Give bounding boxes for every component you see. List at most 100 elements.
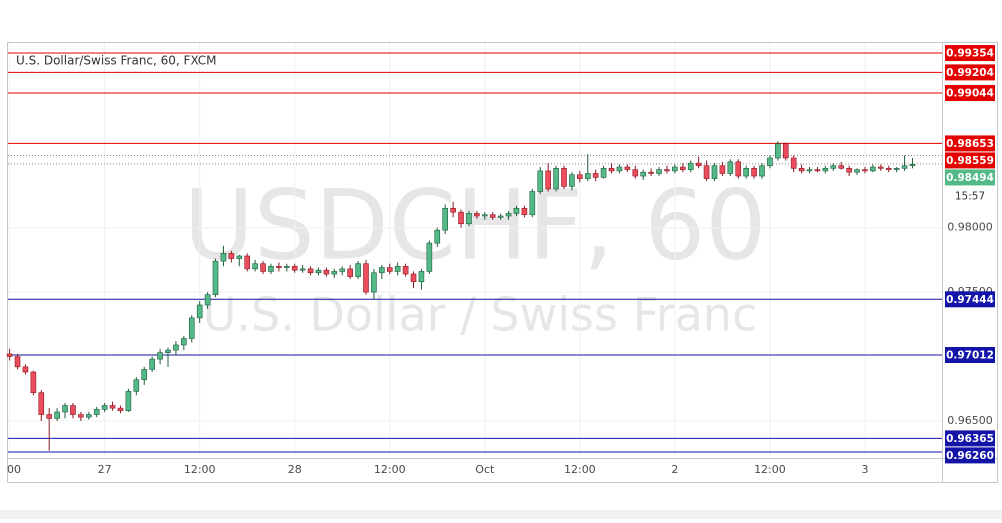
candle-body xyxy=(14,356,21,368)
y-tick-label: 0.98000 xyxy=(947,221,993,234)
price-label-box xyxy=(945,45,995,62)
x-tick-label: 12:00 xyxy=(564,463,596,476)
candle-body xyxy=(86,414,92,418)
candle-body xyxy=(901,165,908,169)
candle-body xyxy=(173,344,179,351)
candle-body xyxy=(687,162,694,170)
candle-body xyxy=(743,168,749,177)
candle-body xyxy=(640,171,647,177)
candle-body xyxy=(181,338,187,346)
candle-body xyxy=(584,173,591,179)
candle-body xyxy=(592,173,599,178)
x-tick-label: 3 xyxy=(861,463,868,476)
price-label: 0.97444 xyxy=(946,294,994,306)
price-axis: 0.980000.975000.965000.993540.992040.990… xyxy=(945,45,995,464)
candle-body xyxy=(204,294,211,306)
candle-body xyxy=(600,168,607,178)
candle-body xyxy=(347,268,353,277)
candle-body xyxy=(283,265,290,268)
candle-body xyxy=(62,405,68,413)
candle-body xyxy=(814,169,821,172)
candle-body xyxy=(38,392,45,415)
candle-body xyxy=(664,169,670,172)
candle-body xyxy=(711,165,718,179)
candle-body xyxy=(212,260,219,295)
price-label-box xyxy=(945,64,995,81)
candle-body xyxy=(93,409,100,415)
candle-body xyxy=(426,242,433,272)
x-tick-label: 28 xyxy=(288,463,302,476)
candle-body xyxy=(561,168,567,187)
candle-body xyxy=(466,213,472,225)
candle-body xyxy=(236,255,243,259)
price-label-box xyxy=(945,152,995,169)
candle-body xyxy=(497,215,504,218)
price-label-box xyxy=(945,346,995,363)
candle-body xyxy=(790,157,797,169)
candle-body xyxy=(513,207,520,214)
price-label: 0.97012 xyxy=(946,349,994,361)
candle-body xyxy=(695,162,702,167)
candle-body xyxy=(117,407,124,411)
chart-title: U.S. Dollar/Swiss Franc, 60, FXCM xyxy=(16,54,217,68)
candle-body xyxy=(727,161,734,174)
candle-body xyxy=(371,272,377,293)
candle-body xyxy=(402,265,409,275)
price-label-box xyxy=(945,291,995,308)
candle-body xyxy=(529,191,536,216)
candle-body xyxy=(545,170,551,190)
price-label-box xyxy=(945,430,995,447)
candle-body xyxy=(299,268,306,271)
watermark-symbol: USDCHF, 60 xyxy=(184,169,767,281)
candle-body xyxy=(228,253,235,259)
countdown-label: 15:57 xyxy=(955,190,985,202)
candle-body xyxy=(379,267,385,274)
candle-body xyxy=(78,414,84,418)
x-tick-label: 00 xyxy=(7,463,21,476)
candle-body xyxy=(846,168,852,173)
candle-body xyxy=(331,271,338,275)
candle-body xyxy=(830,165,837,169)
candle-body xyxy=(854,169,860,173)
candle-body xyxy=(157,352,163,360)
y-tick-label: 0.96500 xyxy=(947,414,993,427)
candle-body xyxy=(22,366,29,373)
candle-body xyxy=(870,166,876,172)
plot-area xyxy=(6,43,942,458)
price-label: 0.98653 xyxy=(946,138,994,150)
candle-body xyxy=(616,166,623,172)
candle-body xyxy=(474,213,480,217)
candle-body xyxy=(632,169,639,177)
candle-body xyxy=(909,164,916,167)
frame xyxy=(7,42,998,483)
price-label: 0.99354 xyxy=(946,48,994,60)
candle-body xyxy=(735,161,742,177)
candle-body xyxy=(434,229,441,244)
candle-body xyxy=(410,273,417,283)
candle-body xyxy=(252,263,258,270)
candle-body xyxy=(323,269,330,275)
candle-body xyxy=(798,168,805,172)
candle-body xyxy=(481,214,488,217)
candle-body xyxy=(521,207,528,216)
candle-body xyxy=(165,349,171,353)
x-tick-label: 12:00 xyxy=(374,463,406,476)
candle-body xyxy=(672,166,678,172)
price-label-box xyxy=(945,85,995,102)
price-label: 0.96365 xyxy=(946,433,994,445)
candle-body xyxy=(767,157,773,167)
watermark: USDCHF, 60 U.S. Dollar / Swiss Franc xyxy=(184,169,767,341)
candle-body xyxy=(363,263,369,293)
candle-body xyxy=(30,371,37,393)
candle-body xyxy=(877,166,884,169)
candle-body xyxy=(679,166,686,170)
candle-body xyxy=(751,168,757,177)
candle-body xyxy=(648,171,654,174)
candle-body xyxy=(418,271,425,283)
candle-body xyxy=(577,174,583,179)
candle-body xyxy=(719,165,726,174)
candle-body xyxy=(54,411,60,419)
candle-body xyxy=(149,358,155,370)
